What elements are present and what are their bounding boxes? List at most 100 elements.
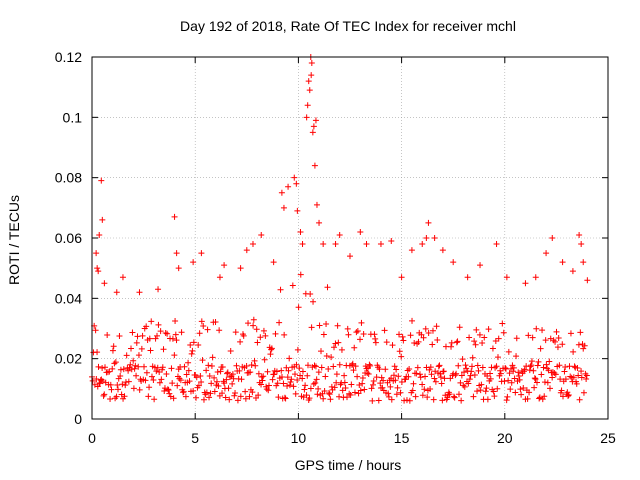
data-point: [158, 376, 165, 383]
data-point: [461, 383, 468, 390]
data-point: [315, 385, 322, 392]
data-point: [181, 363, 188, 370]
data-point: [166, 390, 173, 397]
data-point: [287, 378, 294, 385]
data-point: [293, 361, 300, 368]
data-point: [101, 280, 108, 287]
data-point: [207, 390, 214, 397]
data-point: [534, 362, 541, 369]
data-point: [387, 383, 394, 390]
data-point: [143, 323, 150, 330]
data-point: [306, 395, 313, 402]
data-point: [310, 123, 317, 130]
data-point: [431, 375, 438, 382]
data-point: [117, 366, 124, 373]
data-point: [233, 362, 240, 369]
data-point: [204, 326, 211, 333]
data-point: [161, 387, 168, 394]
data-point: [406, 366, 413, 373]
data-point: [440, 368, 447, 375]
data-point: [547, 385, 554, 392]
y-tick-label: 0.06: [55, 230, 82, 246]
data-point: [190, 339, 197, 346]
data-point: [454, 338, 461, 345]
data-point: [575, 341, 582, 348]
data-point: [393, 366, 400, 373]
data-point: [416, 371, 423, 378]
data-point: [150, 377, 157, 384]
data-point: [450, 393, 457, 400]
data-point: [193, 374, 200, 381]
data-point: [289, 282, 296, 289]
data-point: [335, 339, 342, 346]
data-point: [299, 368, 306, 375]
data-point: [211, 374, 218, 381]
data-point: [123, 352, 130, 359]
data-point: [242, 388, 249, 395]
data-point: [429, 341, 436, 348]
data-point: [490, 388, 497, 395]
data-point: [307, 385, 314, 392]
data-point: [119, 274, 126, 281]
data-point: [504, 393, 511, 400]
data-point: [109, 347, 116, 354]
data-point: [269, 376, 276, 383]
data-point: [303, 114, 310, 121]
data-point: [375, 397, 382, 404]
data-point: [526, 389, 533, 396]
data-point: [101, 391, 108, 398]
data-point: [260, 327, 267, 334]
data-point: [172, 331, 179, 338]
y-tick-label: 0.08: [55, 170, 82, 186]
data-point: [198, 250, 205, 257]
data-point: [371, 331, 378, 338]
data-point: [99, 216, 106, 223]
data-point: [474, 388, 481, 395]
data-point: [567, 373, 574, 380]
data-point: [472, 341, 479, 348]
data-point: [199, 357, 206, 364]
data-point: [554, 344, 561, 351]
data-point: [212, 319, 219, 326]
data-point: [422, 373, 429, 380]
data-point: [221, 380, 228, 387]
data-point: [385, 393, 392, 400]
data-point: [513, 335, 520, 342]
data-point: [576, 396, 583, 403]
data-point: [583, 372, 590, 379]
data-point: [388, 238, 395, 245]
data-point: [115, 375, 122, 382]
data-point: [155, 286, 162, 293]
data-point: [439, 247, 446, 254]
data-point: [438, 380, 445, 387]
data-point: [250, 322, 257, 329]
data-point: [357, 387, 364, 394]
data-point: [393, 391, 400, 398]
data-point: [358, 319, 365, 326]
data-point: [162, 329, 169, 336]
data-point: [418, 331, 425, 338]
data-point: [206, 394, 213, 401]
data-point: [357, 228, 364, 235]
data-point: [312, 117, 319, 124]
data-point: [398, 353, 405, 360]
data-point: [455, 362, 462, 369]
data-point: [187, 341, 194, 348]
data-point: [360, 330, 367, 337]
data-point: [432, 378, 439, 385]
data-point: [286, 382, 293, 389]
data-point: [584, 277, 591, 284]
data-point: [307, 290, 314, 297]
data-point: [254, 339, 261, 346]
data-point: [448, 343, 455, 350]
data-point: [219, 390, 226, 397]
data-point: [435, 363, 442, 370]
data-point: [503, 397, 510, 404]
data-point: [237, 265, 244, 272]
data-point: [401, 397, 408, 404]
data-point: [277, 286, 284, 293]
data-point: [161, 385, 168, 392]
data-point: [146, 384, 153, 391]
data-point: [284, 382, 291, 389]
data-point: [502, 364, 509, 371]
